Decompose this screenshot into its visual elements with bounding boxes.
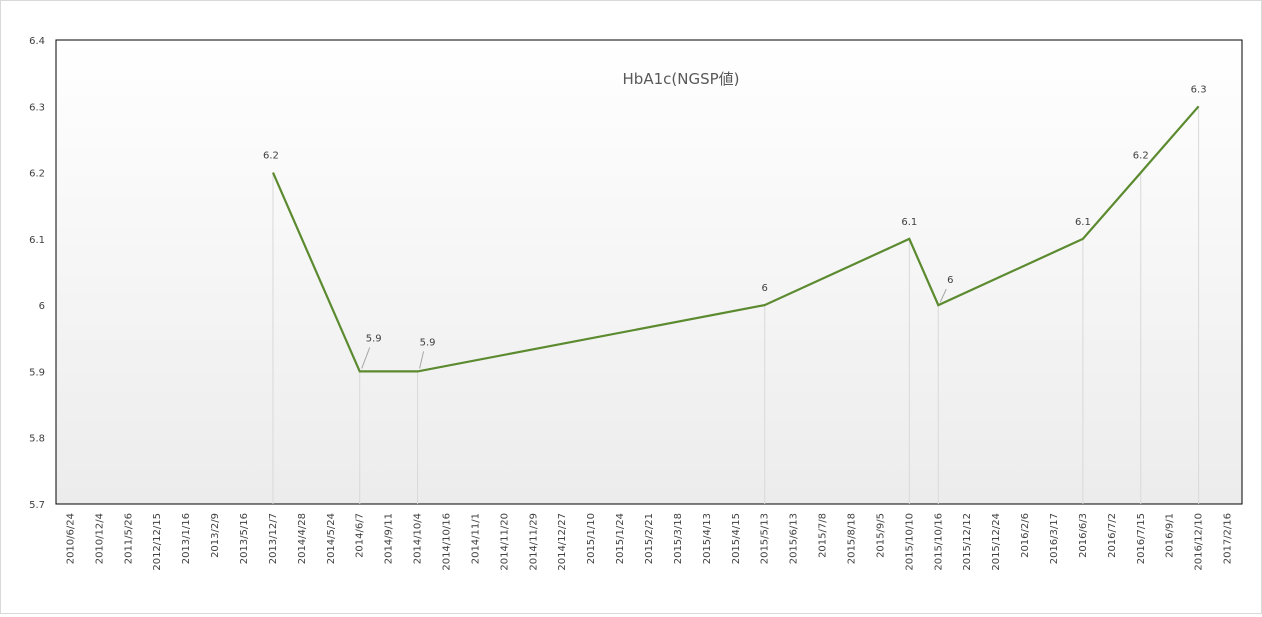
x-tick-label: 2015/6/13 <box>789 513 800 564</box>
y-tick-label: 5.8 <box>29 434 45 445</box>
y-tick-label: 6.1 <box>29 235 45 246</box>
data-label: 6 <box>947 275 953 286</box>
y-axis: 6.4 6.3 6.2 6.1 6 5.9 5.8 5.7 <box>29 36 45 511</box>
label-leader-line <box>939 288 947 303</box>
x-tick-label: 2015/12/24 <box>991 513 1002 571</box>
x-tick-label: 2015/3/18 <box>673 513 684 564</box>
x-tick-label: 2011/5/26 <box>123 513 134 564</box>
data-label: 6.1 <box>901 217 917 228</box>
x-tick-label: 2015/1/10 <box>586 513 597 564</box>
x-tick-label: 2015/12/12 <box>962 513 973 571</box>
data-labels: 6.2 5.9 5.9 6 6.1 6 6.1 6.2 6.3 <box>263 84 1207 348</box>
y-tick-label: 6.2 <box>29 169 45 180</box>
x-tick-label: 2016/6/3 <box>1078 513 1089 558</box>
y-tick-label: 5.7 <box>29 500 45 511</box>
x-tick-label: 2015/8/18 <box>846 513 857 564</box>
x-tick-label: 2015/10/10 <box>904 513 915 571</box>
chart-title: HbA1c(NGSP値) <box>623 70 740 88</box>
hba1c-series-line <box>271 105 1200 373</box>
x-tick-label: 2013/1/16 <box>181 513 192 564</box>
x-tick-label: 2016/9/1 <box>1165 513 1176 558</box>
data-label: 6.2 <box>1133 151 1149 162</box>
x-tick-label: 2013/2/9 <box>210 513 221 558</box>
x-tick-label: 2015/9/5 <box>875 513 886 558</box>
x-axis: 2010/6/24 2010/12/4 2011/5/26 2012/12/15 201… <box>65 513 1233 571</box>
x-tick-label: 2014/10/4 <box>413 513 424 564</box>
y-tick-label: 6.4 <box>29 36 45 47</box>
x-tick-label: 2016/7/2 <box>1107 513 1118 558</box>
x-tick-label: 2015/1/24 <box>615 513 626 564</box>
x-tick-label: 2014/4/28 <box>297 513 308 564</box>
x-tick-label: 2014/11/20 <box>499 513 510 571</box>
x-tick-label: 2016/2/6 <box>1020 513 1031 558</box>
y-tick-label: 6.3 <box>29 102 45 113</box>
data-label: 6.2 <box>263 151 279 162</box>
y-tick-label: 5.9 <box>29 367 45 378</box>
plot-area <box>55 39 1243 505</box>
x-tick-label: 2012/12/15 <box>152 513 163 571</box>
x-tick-label: 2014/5/24 <box>326 513 337 564</box>
data-label: 6 <box>762 283 768 294</box>
data-label: 6.3 <box>1191 84 1207 95</box>
label-leader-line <box>361 347 371 369</box>
x-tick-label: 2014/6/7 <box>355 513 366 558</box>
drop-lines <box>272 106 1200 504</box>
data-label: 5.9 <box>420 337 436 348</box>
x-tick-label: 2015/7/8 <box>818 513 829 558</box>
x-tick-label: 2014/9/11 <box>384 513 395 564</box>
x-tick-label: 2014/12/27 <box>557 513 568 571</box>
x-tick-label: 2015/10/16 <box>933 513 944 571</box>
data-label: 5.9 <box>366 333 382 344</box>
x-tick-label: 2015/2/21 <box>644 513 655 564</box>
x-tick-label: 2014/10/16 <box>442 513 453 571</box>
x-tick-label: 2015/5/13 <box>760 513 771 564</box>
x-tick-label: 2013/5/16 <box>239 513 250 564</box>
x-tick-label: 2010/12/4 <box>94 513 105 564</box>
x-tick-label: 2014/11/29 <box>528 513 539 571</box>
x-tick-label: 2014/11/1 <box>470 513 481 564</box>
label-leader-line <box>419 351 425 369</box>
x-tick-label: 2017/2/16 <box>1223 513 1234 564</box>
x-tick-label: 2016/3/17 <box>1049 513 1060 564</box>
x-tick-label: 2013/12/7 <box>268 513 279 564</box>
x-tick-label: 2015/4/15 <box>731 513 742 564</box>
y-tick-label: 6 <box>39 301 45 312</box>
label-leader-lines <box>361 288 947 369</box>
x-tick-label: 2015/4/13 <box>702 513 713 564</box>
x-tick-label: 2010/6/24 <box>65 513 76 564</box>
data-label: 6.1 <box>1075 217 1091 228</box>
x-tick-label: 2016/7/15 <box>1136 513 1147 564</box>
x-tick-label: 2016/12/10 <box>1194 513 1205 571</box>
